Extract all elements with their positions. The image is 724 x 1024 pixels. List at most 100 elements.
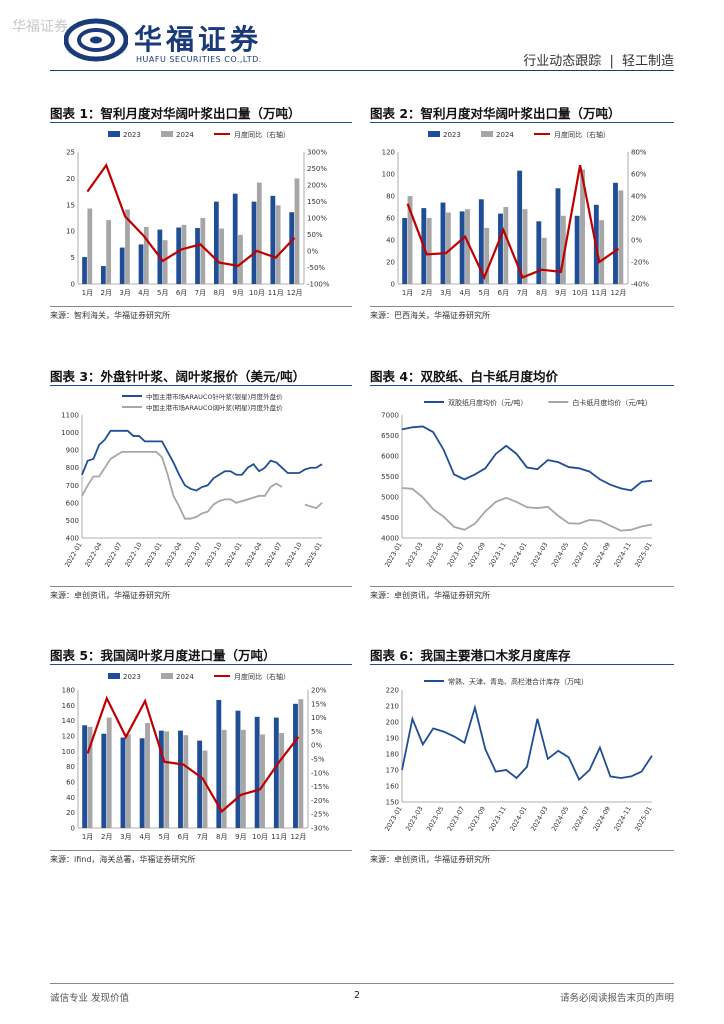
figure-2-source: 来源：巴西海关，华福证券研究所 (370, 311, 490, 320)
y2-tick-label: 5% (311, 728, 322, 736)
bar-2024 (275, 205, 281, 284)
y-tick-label: 25 (66, 149, 75, 157)
legend-swatch-2023 (428, 131, 440, 137)
y-tick-label: 0 (391, 281, 395, 289)
chart-4: 双胶纸月度均价（元/吨） 白卡纸月度均价（元/吨） 4000 4500 5000 5500… (381, 398, 654, 569)
bar-2024 (445, 212, 451, 284)
bar-2023 (138, 244, 144, 284)
legend-swatch-2024 (481, 131, 493, 137)
y2-tick-label: 100% (307, 215, 327, 223)
x-tick-label: 3月 (120, 833, 131, 841)
y-tick-label: 170 (386, 767, 399, 775)
bar-2024 (87, 208, 93, 284)
figure-5-source-rule (50, 850, 352, 851)
figure-6-source-rule (370, 850, 674, 851)
x-tick-label: 11月 (271, 833, 287, 841)
x-tick-label: 2024-11 (612, 541, 633, 569)
figure-3-title: 图表 3：外盘针叶浆、阔叶浆报价（美元/吨） (50, 369, 306, 384)
x-tick-label: 2023-09 (467, 541, 488, 569)
bar-2024 (106, 220, 112, 284)
y2-tick-label: -40% (631, 281, 649, 289)
bar-2024 (618, 190, 624, 284)
x-tick-label: 2024-03 (529, 805, 550, 833)
x-tick-label: 2023-11 (487, 541, 508, 569)
figure-3-source-rule (50, 586, 352, 587)
y-tick-label: 600 (66, 499, 79, 507)
bar-2024 (202, 750, 208, 828)
bar-2023 (119, 247, 125, 284)
bar-2023 (101, 733, 107, 828)
x-tick-label: 9月 (555, 289, 566, 297)
y-tick-label: 7000 (381, 412, 399, 420)
x-tick-label: 2022-04 (83, 541, 104, 569)
chart-1: 2023 2024 月度同比（右轴） 0 5 10 15 20 25 -100% -50% 0% 50%… (66, 130, 330, 297)
x-tick-label: 2023-03 (404, 805, 425, 833)
y2-tick-label: 300% (307, 149, 327, 157)
report-type: 行业动态跟踪 (523, 54, 602, 69)
legend-label-2024: 2024 (176, 673, 194, 681)
x-tick-label: 7月 (195, 289, 206, 297)
x-tick-label: 8月 (536, 289, 547, 297)
x-tick-label: 2月 (101, 289, 112, 297)
header-divider (50, 70, 674, 71)
x-tick-label: 10月 (572, 289, 588, 297)
x-tick-label: 2024-07 (263, 541, 284, 569)
x-tick-label: 2024-01 (508, 805, 529, 833)
y-tick-label: 1100 (61, 412, 79, 420)
y-tick-label: 5500 (381, 473, 399, 481)
y-tick-label: 180 (62, 687, 75, 695)
y2-tick-label: 20% (311, 687, 327, 695)
legend-swatch-2024 (161, 673, 173, 679)
y2-tick-label: -20% (631, 259, 649, 267)
x-tick-label: 2025-01 (303, 541, 324, 569)
y-tick-label: 120 (62, 733, 75, 741)
bar-2023 (613, 182, 618, 284)
bar-2024 (484, 227, 490, 284)
x-tick-label: 2024-11 (612, 805, 633, 833)
x-tick-label: 2023-05 (425, 805, 446, 833)
y-tick-label: 60 (386, 215, 395, 223)
legend-label-yoy: 月度同比（右轴） (554, 130, 610, 139)
bar-2023 (459, 211, 465, 284)
x-tick-label: 2023-07 (183, 541, 204, 569)
x-tick-label: 11月 (268, 289, 284, 297)
footer-divider (50, 983, 674, 984)
legend-label-1: 白卡纸月度均价（元/吨） (572, 398, 651, 407)
x-tick-label: 2023-03 (404, 541, 425, 569)
bar-2024 (219, 228, 225, 284)
y-tick-label: 5000 (381, 494, 399, 502)
x-tick-label: 2024-07 (571, 805, 592, 833)
bar-2024 (240, 729, 246, 828)
bar-2023 (176, 227, 182, 284)
x-tick-label: 2022-10 (123, 541, 144, 569)
series-line-1 (401, 487, 653, 532)
series-line-0 (81, 429, 323, 492)
figure-2-title-rule (370, 122, 674, 123)
bar-2023 (273, 717, 279, 828)
x-tick-label: 4月 (138, 289, 149, 297)
x-tick-label: 2024-01 (508, 541, 529, 569)
y2-tick-label: 200% (307, 182, 327, 190)
y-tick-label: 160 (62, 702, 75, 710)
y2-tick-label: 15% (311, 700, 327, 708)
bar-2023 (158, 730, 164, 828)
footer-disclaimer: 请务必阅读报告末页的声明 (559, 993, 674, 1004)
y2-tick-label: -5% (311, 756, 325, 764)
page-number: 2 (354, 990, 361, 1001)
bar-2023 (536, 221, 542, 284)
x-tick-label: 2023-10 (203, 541, 224, 569)
bar-2023 (232, 193, 238, 284)
x-tick-label: 5月 (479, 289, 490, 297)
footer-slogan: 诚信专业 发现价值 (50, 993, 130, 1004)
chart-2: 2023 2024 月度同比（右轴） 0 20 40 60 80 100 120 -40% -20% 0… (382, 130, 650, 297)
y-tick-label: 20 (66, 175, 75, 183)
figure-5-title: 图表 5：我国阔叶浆月度进口量（万吨） (50, 648, 276, 663)
bar-2024 (238, 234, 243, 284)
x-tick-label: 2022-07 (103, 541, 124, 569)
y-tick-label: 1000 (61, 429, 79, 437)
y-tick-label: 150 (386, 799, 399, 807)
x-tick-label: 2月 (101, 833, 112, 841)
bar-2024 (260, 734, 265, 828)
y-tick-label: 15 (66, 201, 75, 209)
bar-2023 (178, 730, 183, 828)
